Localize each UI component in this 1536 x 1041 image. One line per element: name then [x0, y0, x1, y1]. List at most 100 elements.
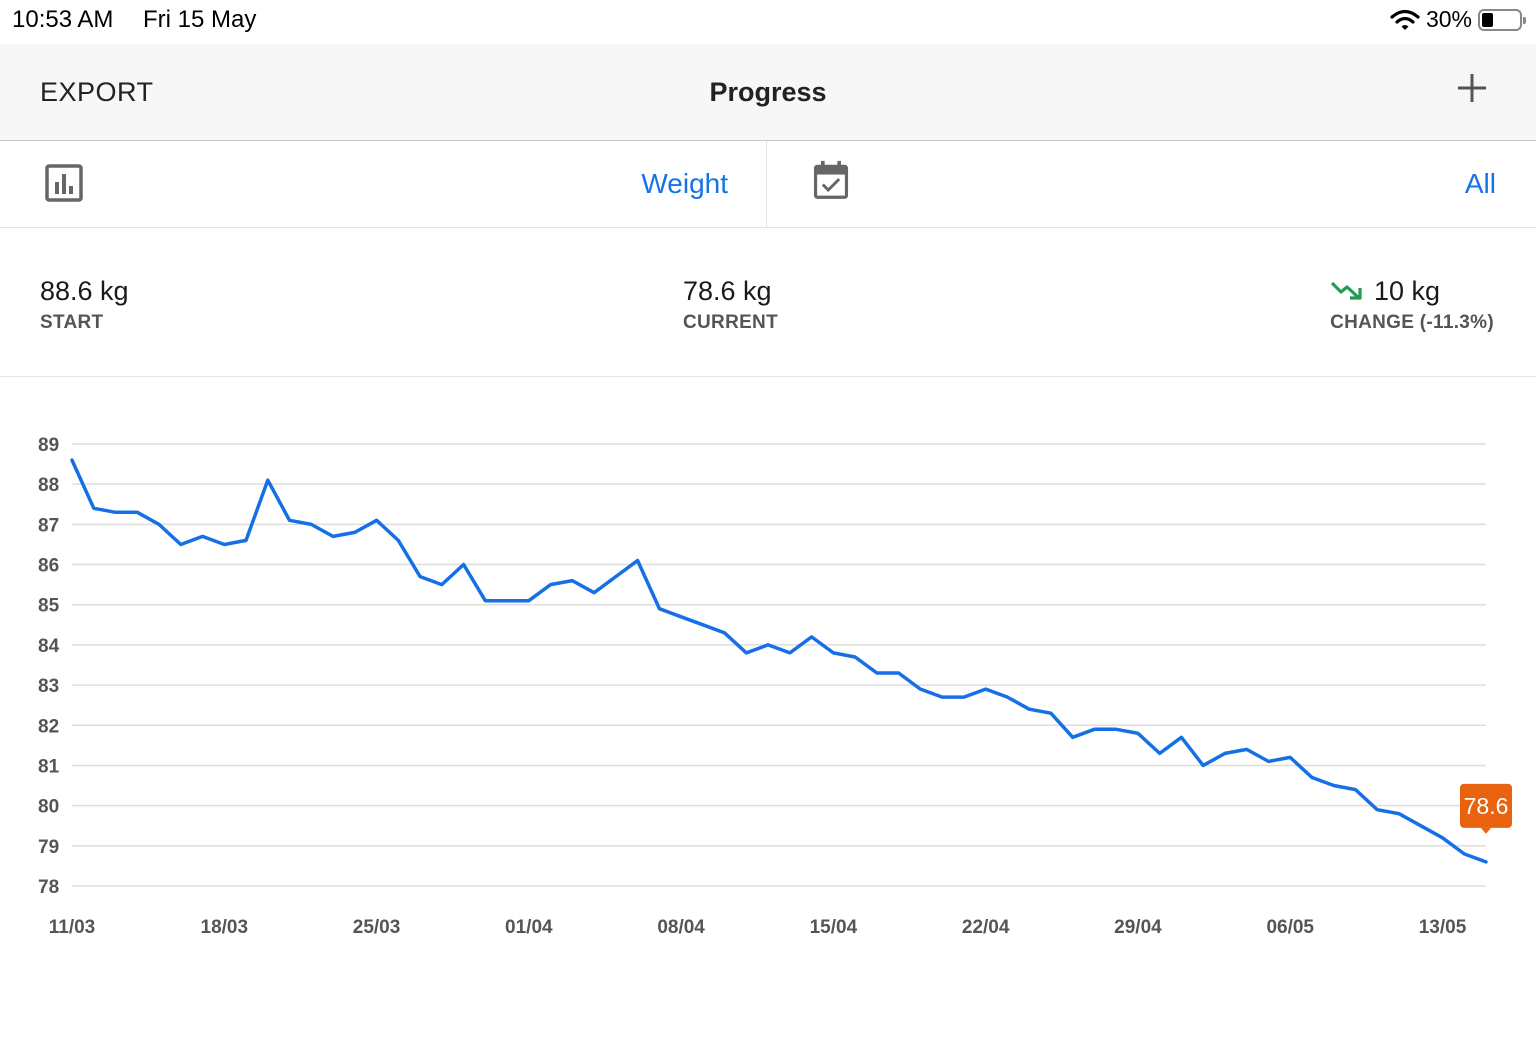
data-point[interactable]	[525, 597, 533, 605]
data-point[interactable]	[1482, 858, 1490, 866]
data-point[interactable]	[177, 540, 185, 548]
data-point[interactable]	[264, 476, 272, 484]
x-tick-label: 06/05	[1266, 917, 1314, 938]
data-point[interactable]	[1177, 733, 1185, 741]
metric-selector[interactable]: Weight	[0, 141, 767, 227]
summary-stats: 88.6 kg START 78.6 kg CURRENT 10 kg CHAN…	[0, 228, 1536, 377]
data-point[interactable]	[590, 589, 598, 597]
x-tick-label: 29/04	[1114, 917, 1162, 938]
data-point[interactable]	[1112, 725, 1120, 733]
x-tick-label: 01/04	[505, 917, 553, 938]
data-point[interactable]	[286, 516, 294, 524]
data-point[interactable]	[199, 532, 207, 540]
x-tick-label: 13/05	[1419, 917, 1467, 938]
data-point[interactable]	[895, 669, 903, 677]
data-point[interactable]	[220, 540, 228, 548]
data-point[interactable]	[1025, 705, 1033, 713]
data-point[interactable]	[1286, 753, 1294, 761]
data-point[interactable]	[1460, 850, 1468, 858]
chart-svg: 89 88 87 86 85 84 83 82 81 80 79 78 11/03 18/03 25/03 0…	[38, 435, 1512, 938]
change-label: CHANGE (-11.3%)	[1330, 312, 1494, 333]
y-tick-label: 81	[38, 756, 60, 777]
y-tick-label: 85	[38, 596, 60, 617]
data-point[interactable]	[568, 577, 576, 585]
data-point[interactable]	[1199, 761, 1207, 769]
change-value: 10 kg	[1374, 276, 1441, 306]
y-tick-label: 87	[38, 515, 59, 536]
filter-bar: Weight All	[0, 141, 1536, 228]
data-point[interactable]	[786, 649, 794, 657]
data-point[interactable]	[1373, 806, 1381, 814]
data-point[interactable]	[960, 693, 968, 701]
status-right: 30%	[1390, 6, 1526, 33]
range-value: All	[1464, 168, 1496, 199]
data-point[interactable]	[481, 597, 489, 605]
data-point[interactable]	[873, 669, 881, 677]
weight-chart[interactable]: 89 88 87 86 85 84 83 82 81 80 79 78 11/03 18/03 25/03 0…	[0, 378, 1536, 958]
data-point[interactable]	[1395, 810, 1403, 818]
data-point[interactable]	[699, 621, 707, 629]
data-point[interactable]	[1308, 774, 1316, 782]
data-point[interactable]	[612, 573, 620, 581]
status-date: Fri 15 May	[143, 6, 257, 33]
metric-value: Weight	[641, 168, 728, 199]
data-point[interactable]	[634, 557, 642, 565]
data-point[interactable]	[503, 597, 511, 605]
data-point[interactable]	[916, 685, 924, 693]
data-point[interactable]	[90, 504, 98, 512]
data-point[interactable]	[351, 528, 359, 536]
data-point[interactable]	[1438, 834, 1446, 842]
date-range-selector[interactable]: All	[767, 141, 1536, 227]
y-tick-label: 82	[38, 716, 59, 737]
plus-icon[interactable]	[1452, 68, 1492, 108]
data-point[interactable]	[1351, 786, 1359, 794]
current-value-tooltip: 78.6	[1460, 783, 1512, 834]
data-point[interactable]	[547, 581, 555, 589]
data-point[interactable]	[1069, 733, 1077, 741]
data-point[interactable]	[373, 516, 381, 524]
data-point[interactable]	[1156, 749, 1164, 757]
export-button[interactable]: EXPORT	[40, 77, 154, 107]
battery-nub	[1523, 16, 1526, 24]
x-tick-label: 11/03	[49, 917, 96, 938]
data-point[interactable]	[851, 653, 859, 661]
data-point[interactable]	[1330, 782, 1338, 790]
y-tick-label: 80	[38, 797, 59, 818]
data-point[interactable]	[242, 536, 250, 544]
page-title: Progress	[709, 77, 827, 107]
data-point[interactable]	[764, 641, 772, 649]
data-point[interactable]	[1134, 729, 1142, 737]
data-point[interactable]	[1264, 757, 1272, 765]
start-label: START	[40, 312, 104, 333]
current-value: 78.6 kg	[683, 276, 772, 306]
data-point[interactable]	[438, 581, 446, 589]
data-point[interactable]	[460, 561, 468, 569]
data-point[interactable]	[307, 520, 315, 528]
data-point[interactable]	[1047, 709, 1055, 717]
data-point[interactable]	[133, 508, 141, 516]
data-point[interactable]	[416, 573, 424, 581]
data-point[interactable]	[1221, 749, 1229, 757]
data-point[interactable]	[112, 508, 120, 516]
data-point[interactable]	[1417, 822, 1425, 830]
data-point[interactable]	[1003, 693, 1011, 701]
data-point[interactable]	[742, 649, 750, 657]
wifi-icon	[1390, 9, 1420, 30]
data-point[interactable]	[829, 649, 837, 657]
data-point[interactable]	[1090, 725, 1098, 733]
tooltip-bubble	[1460, 783, 1512, 828]
data-point[interactable]	[329, 532, 337, 540]
data-point[interactable]	[982, 685, 990, 693]
data-point[interactable]	[655, 605, 663, 613]
data-point[interactable]	[155, 520, 163, 528]
data-point[interactable]	[721, 629, 729, 637]
x-tick-label: 18/03	[201, 917, 249, 938]
navigation-bar: EXPORT Progress	[0, 44, 1536, 141]
data-point[interactable]	[808, 633, 816, 641]
calendar-check-icon	[813, 160, 849, 199]
data-point[interactable]	[677, 613, 685, 621]
data-point[interactable]	[68, 456, 76, 464]
data-point[interactable]	[394, 536, 402, 544]
data-point[interactable]	[938, 693, 946, 701]
data-point[interactable]	[1243, 745, 1251, 753]
